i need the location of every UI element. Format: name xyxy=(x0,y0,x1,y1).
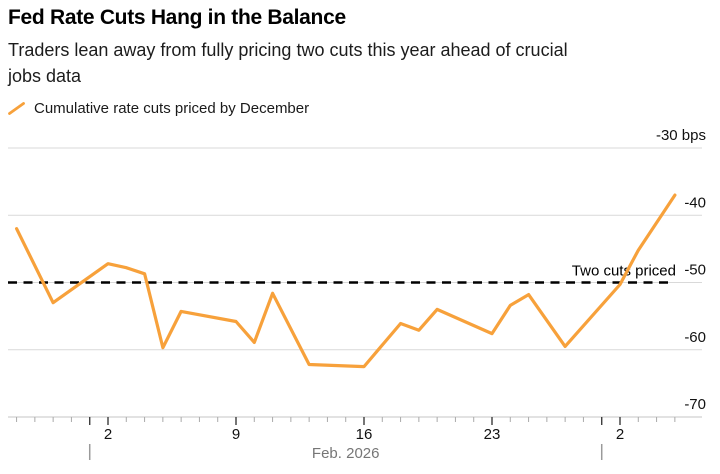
y-axis-label: -70 xyxy=(684,396,706,413)
rate-cuts-series-line xyxy=(15,193,677,369)
chart-subtitle-line1: Traders lean away from fully pricing two… xyxy=(8,40,568,60)
y-axis-label: -60 xyxy=(684,329,706,346)
chart-subtitle-line2: jobs data xyxy=(8,66,82,86)
y-axis-label: -50 xyxy=(684,262,706,279)
legend-series-label: Cumulative rate cuts priced by December xyxy=(34,100,310,117)
x-axis-tick-label: 16 xyxy=(356,426,373,443)
x-axis-tick-label: 23 xyxy=(484,426,501,443)
chart-header: Fed Rate Cuts Hang in the Balance Trader… xyxy=(8,0,712,117)
x-axis-tick-label: 2 xyxy=(104,426,112,443)
chart-title: Fed Rate Cuts Hang in the Balance xyxy=(8,6,346,29)
x-axis-month-label: Feb. 2026 xyxy=(312,445,380,462)
x-axis-tick-label: 2 xyxy=(616,426,624,443)
y-axis-label: -30 bps xyxy=(656,127,706,144)
legend-line-marker-icon xyxy=(8,102,25,115)
reference-line-label: Two cuts priced xyxy=(572,263,676,280)
x-axis-tick-label: 9 xyxy=(232,426,240,443)
chart-subtitle: Traders lean away from fully pricing two… xyxy=(8,37,712,89)
y-axis-label: -40 xyxy=(684,194,706,211)
chart-legend: Cumulative rate cuts priced by December xyxy=(8,100,712,117)
